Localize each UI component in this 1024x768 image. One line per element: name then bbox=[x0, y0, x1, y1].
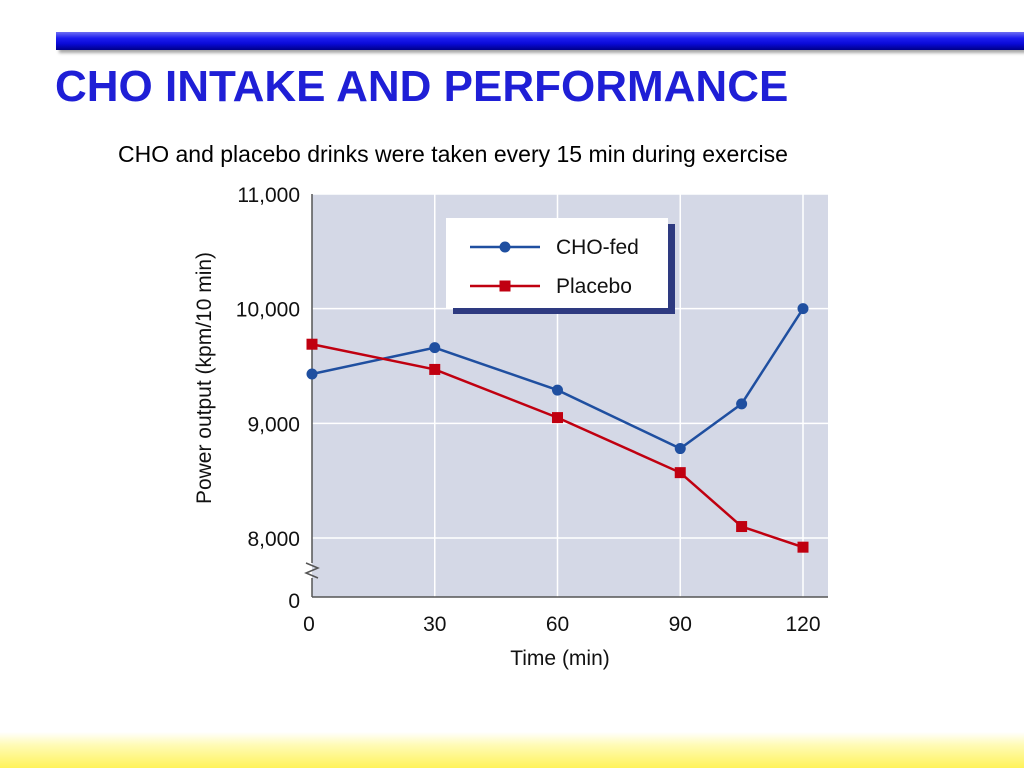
data-point-placebo bbox=[552, 412, 563, 424]
x-tick-label: 90 bbox=[669, 613, 692, 636]
title-bar-decoration bbox=[56, 32, 1024, 50]
line-chart: 8,000 9,000 10,000 11,000 00 30 60 90 120 CHO-fe… bbox=[193, 184, 828, 670]
legend-label-cho-fed: CHO-fed bbox=[556, 236, 639, 259]
slide-subtitle: CHO and placebo drinks were taken every … bbox=[118, 141, 788, 167]
x-tick-label: 60 bbox=[546, 613, 569, 636]
legend-label-placebo: Placebo bbox=[556, 275, 632, 298]
slide-title: CHO INTAKE AND PERFORMANCE bbox=[55, 62, 789, 111]
data-point-placebo bbox=[797, 541, 809, 553]
data-point-placebo bbox=[429, 363, 441, 375]
y-axis-title: Power output (kpm/10 min) bbox=[193, 252, 216, 504]
y-tick-label-zero: 0 bbox=[288, 590, 300, 613]
data-point-placebo bbox=[674, 467, 686, 479]
y-tick-label: 10,000 bbox=[236, 299, 300, 322]
data-point-placebo bbox=[736, 521, 748, 533]
legend-box bbox=[446, 218, 668, 308]
y-tick-label: 8,000 bbox=[247, 528, 300, 551]
footer-bar-decoration bbox=[0, 732, 1024, 768]
series-layer bbox=[306, 303, 809, 553]
x-axis-title: Time (min) bbox=[510, 647, 610, 670]
y-tick-label: 11,000 bbox=[237, 184, 300, 207]
legend: CHO-fed Placebo bbox=[446, 218, 675, 314]
y-tick-label: 9,000 bbox=[247, 413, 300, 436]
data-point-cho-fed bbox=[736, 398, 748, 410]
data-point-cho-fed bbox=[306, 368, 318, 380]
x-tick-label: 0 bbox=[303, 613, 315, 636]
axis-break-mark bbox=[304, 562, 320, 579]
x-tick-label: 120 bbox=[785, 613, 820, 636]
data-point-cho-fed bbox=[429, 342, 441, 354]
axes: 8,000 9,000 10,000 11,000 00 30 60 90 120 bbox=[236, 184, 828, 636]
series-line-cho-fed bbox=[311, 307, 805, 451]
legend-marker-cho-fed bbox=[499, 241, 511, 253]
grid bbox=[312, 193, 828, 597]
data-point-cho-fed bbox=[552, 384, 563, 396]
legend-marker-placebo bbox=[499, 280, 511, 292]
series-line-placebo bbox=[311, 342, 804, 549]
data-point-placebo bbox=[306, 338, 318, 350]
x-tick-label: 30 bbox=[423, 613, 446, 636]
data-point-cho-fed bbox=[674, 443, 686, 455]
data-point-cho-fed bbox=[797, 303, 809, 315]
